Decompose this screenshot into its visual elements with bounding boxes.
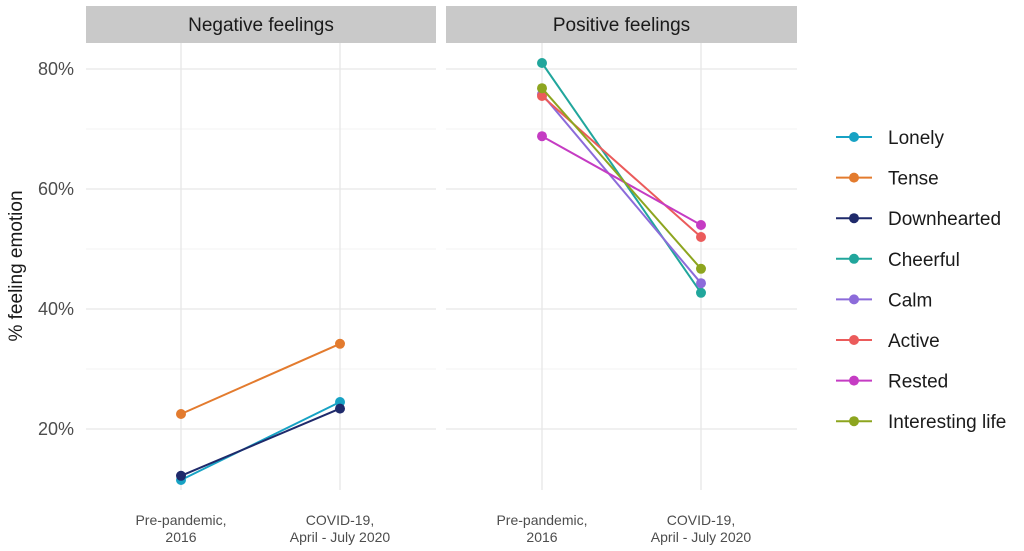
series-rested [537, 131, 706, 230]
series-lonely [176, 397, 345, 485]
x-tick-label: Pre-pandemic, 2016 [135, 512, 226, 545]
series-line-tense [180, 342, 341, 415]
legend-key-point [849, 335, 859, 345]
legend-label: Interesting life [888, 412, 1006, 433]
legend-label: Rested [888, 372, 948, 393]
series-line-active [541, 95, 702, 238]
panel-strip [86, 6, 436, 43]
data-point-tense [176, 409, 186, 419]
legend-label: Tense [888, 169, 939, 190]
legend-item-lonely: Lonely [836, 128, 944, 149]
y-tick-label: 60% [38, 179, 74, 199]
series-active [537, 91, 706, 242]
data-point-downhearted [176, 470, 186, 481]
legend-label: Downhearted [888, 209, 1001, 230]
data-point-interesting-life [696, 263, 706, 274]
legend-item-active: Active [836, 331, 940, 352]
y-tick-label: 20% [38, 419, 74, 439]
legend-key-point [849, 416, 859, 427]
series-line-downhearted [180, 407, 341, 477]
series-downhearted [176, 403, 345, 481]
data-point-tense [335, 338, 345, 349]
x-tick-label: Pre-pandemic, 2016 [496, 512, 587, 545]
series-line-rested [541, 135, 702, 226]
y-tick-label: 40% [38, 299, 74, 319]
legend-item-cheerful: Cheerful [836, 250, 960, 271]
data-point-rested [537, 131, 547, 142]
y-tick-label: 80% [38, 59, 74, 79]
legend-item-downhearted: Downhearted [836, 209, 1001, 230]
legend-label: Cheerful [888, 250, 960, 271]
series-line-interesting-life [541, 87, 702, 270]
data-point-interesting-life [537, 83, 547, 94]
series-line-calm [541, 93, 702, 284]
legend-item-calm: Calm [836, 290, 932, 311]
legend-key-point [849, 253, 859, 264]
data-point-cheerful [537, 58, 547, 68]
legend-label: Lonely [888, 128, 944, 149]
legend-key-point [849, 294, 859, 305]
data-point-rested [696, 220, 706, 230]
legend: Lonely Tense Downhearted Cheerful Calm Active… [836, 128, 1006, 433]
legend-key-point [849, 213, 859, 224]
data-point-cheerful [696, 287, 706, 298]
panel-title: Positive feelings [553, 15, 690, 36]
series-tense [176, 338, 345, 419]
data-point-downhearted [335, 403, 345, 414]
legend-item-rested: Rested [836, 372, 948, 393]
panel-strip [446, 6, 797, 43]
series-interesting-life [537, 83, 706, 274]
x-tick-label: COVID-19, April - July 2020 [651, 512, 752, 545]
x-tick-label: COVID-19, April - July 2020 [290, 512, 391, 545]
data-point-calm [696, 278, 706, 289]
panel-title: Negative feelings [188, 15, 334, 36]
legend-label: Active [888, 331, 940, 352]
legend-key-point [849, 172, 859, 183]
panel-negative-feelings: Negative feelings Pre-pandemic, 2016 COVID-… [86, 6, 436, 545]
legend-label: Calm [888, 290, 932, 311]
legend-item-tense: Tense [836, 169, 939, 190]
legend-key-point [849, 375, 859, 386]
legend-key-point [849, 132, 859, 142]
series-line-lonely [180, 401, 341, 481]
y-axis-label: % feeling emotion [6, 190, 27, 341]
legend-item-interesting-life: Interesting life [836, 412, 1006, 433]
data-point-active [537, 91, 547, 101]
panel-positive-feelings: Positive feelings Pre-pandemic, 2016 COVID-… [446, 6, 797, 545]
data-point-active [696, 232, 706, 242]
